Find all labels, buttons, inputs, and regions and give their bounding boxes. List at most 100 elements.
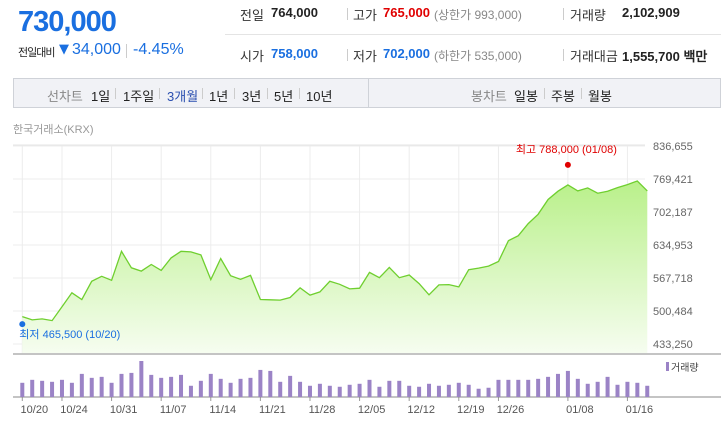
y-tick-label: 433,250 (653, 339, 693, 351)
volume-bar (456, 382, 461, 397)
volume-legend-label: 거래량 (671, 362, 699, 374)
x-tick-label: 01/16 (626, 404, 654, 416)
open-value: 758,000 (271, 46, 318, 61)
volume-bar (546, 376, 551, 397)
y-tick-label: 500,484 (653, 306, 693, 318)
volume-bar (446, 384, 451, 397)
y-tick-label: 567,718 (653, 273, 693, 285)
x-tick-label: 11/14 (209, 404, 236, 416)
volume-bar (228, 382, 233, 397)
volume-bar (526, 379, 531, 397)
period-10y[interactable]: 10년 (306, 89, 333, 104)
volume-bar (99, 376, 104, 397)
volume-bar (436, 385, 441, 397)
volume-bar (615, 384, 620, 397)
candle-chart-label: 봉차트 (471, 89, 507, 104)
volume-bar (595, 381, 600, 397)
volume-bar (367, 379, 372, 397)
period-3m[interactable]: 3개월 (167, 89, 199, 104)
prev-close-value: 764,000 (271, 5, 318, 20)
volume-bar (198, 380, 203, 397)
current-price: 730,000 (18, 6, 117, 38)
x-tick-label: 12/05 (358, 404, 386, 416)
change-amount: 34,000 (72, 41, 121, 58)
period-1y[interactable]: 1년 (209, 89, 229, 104)
line-chart-label: 선차트 (47, 89, 83, 104)
y-tick-label: 634,953 (653, 240, 693, 252)
divider (347, 8, 348, 20)
price-area (22, 181, 648, 353)
volume-bar (347, 384, 352, 397)
volume-bar (605, 376, 610, 397)
volume-bar (218, 378, 223, 397)
volume-bar (506, 379, 511, 397)
period-3y[interactable]: 3년 (242, 89, 262, 104)
volume-bar (397, 380, 402, 397)
period-1w[interactable]: 1주일 (123, 89, 155, 104)
volume-bar (188, 385, 193, 397)
chart-toolbar: 선차트 1일 1주일 3개월 1년 3년 5년 10년 봉차트 일봉 주봉 월봉 (13, 78, 721, 108)
volume-bar (278, 381, 283, 397)
volume-bar (377, 386, 382, 397)
low-marker-label: 최저 465,500 (10/20) (19, 328, 120, 341)
volume-bar (417, 386, 422, 397)
volume-bar (555, 373, 560, 397)
candle-monthly[interactable]: 월봉 (588, 89, 612, 104)
volume-bar (59, 379, 64, 397)
volume-bar (139, 361, 144, 397)
volume-bar (30, 379, 35, 397)
amount-label: 거래대금 (570, 49, 618, 64)
open-label: 시가 (240, 49, 264, 64)
exchange-label: 한국거래소(KRX) (13, 124, 94, 136)
volume-bar (248, 377, 253, 397)
volume-bar (109, 382, 114, 397)
low-marker-dot (19, 321, 26, 328)
divider (225, 34, 721, 35)
volume-bar (565, 370, 570, 397)
low-value: 702,000 (383, 46, 430, 61)
volume-bar (89, 377, 94, 397)
prev-close-label: 전일 (240, 8, 264, 23)
volume-bar (298, 381, 303, 397)
amount-value: 1,555,700 백만 (622, 49, 708, 64)
volume-bar (149, 374, 154, 397)
x-tick-label: 11/28 (309, 404, 336, 416)
volume-bar (20, 382, 25, 397)
volume-bar (486, 387, 491, 397)
volume-bar (69, 382, 74, 397)
divider (126, 44, 127, 58)
volume-bar (327, 385, 332, 397)
candle-weekly[interactable]: 주봉 (551, 89, 575, 104)
volume-bar (129, 372, 134, 397)
y-tick-label: 836,655 (653, 141, 693, 153)
period-1d[interactable]: 1일 (91, 89, 111, 104)
divider (347, 49, 348, 61)
volume-bar (585, 383, 590, 397)
x-tick-label: 12/19 (457, 404, 485, 416)
high-label: 고가 (353, 8, 377, 23)
divider (563, 49, 564, 61)
volume-legend-swatch (666, 362, 669, 371)
volume-bar (466, 384, 471, 397)
divider (563, 8, 564, 20)
volume-bar (159, 377, 164, 397)
volume-bar (179, 374, 184, 397)
x-tick-label: 11/21 (259, 404, 286, 416)
x-tick-label: 11/07 (160, 404, 187, 416)
x-tick-label: 10/20 (21, 404, 49, 416)
volume-bar (268, 370, 273, 397)
candle-daily[interactable]: 일봉 (514, 89, 538, 104)
volume-bar (575, 378, 580, 397)
volume-label: 거래량 (570, 8, 606, 23)
volume-bar (50, 381, 55, 397)
period-5y[interactable]: 5년 (274, 89, 294, 104)
volume-bar (635, 382, 640, 397)
volume-bar (516, 379, 521, 397)
upper-limit: (상한가 993,000) (434, 8, 522, 22)
y-tick-label: 769,421 (653, 174, 693, 186)
x-tick-label: 10/31 (110, 404, 138, 416)
low-label: 저가 (353, 49, 377, 64)
volume-bar (337, 386, 342, 397)
volume-bar (625, 381, 630, 397)
